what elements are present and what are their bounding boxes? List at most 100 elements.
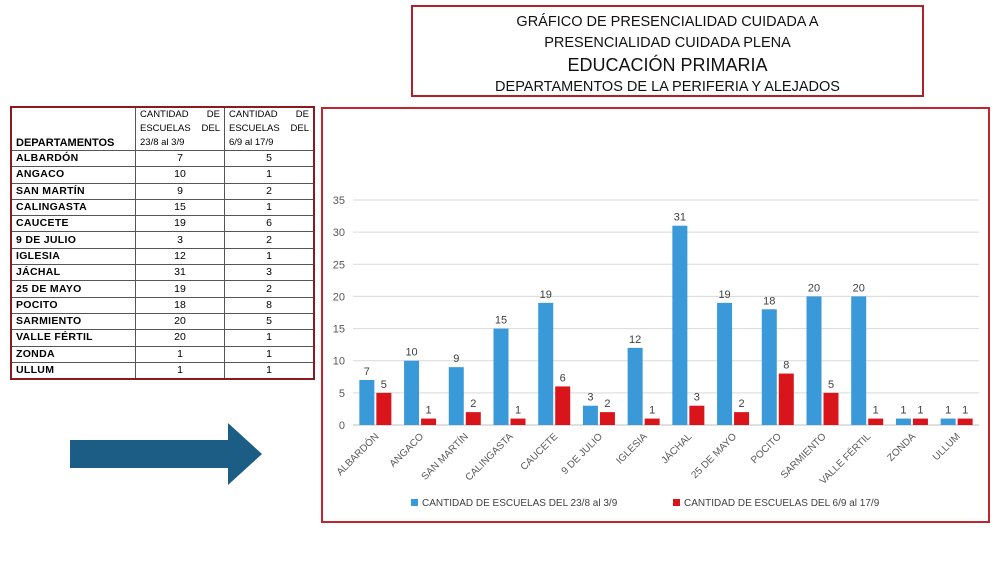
data-label: 1	[917, 405, 923, 417]
table-row: JÁCHAL 31 3	[10, 264, 315, 282]
dept-name-cell: ANGACO	[10, 166, 136, 184]
y-tick-label: 20	[333, 291, 345, 303]
x-tick-label: ZONDA	[886, 431, 919, 464]
period-a-cell: 12	[135, 247, 225, 266]
bar-period-a	[672, 225, 688, 425]
title-line-3: EDUCACIÓN PRIMARIA	[567, 55, 768, 75]
x-tick-label: IGLESIA	[614, 431, 650, 467]
table-row: POCITO 18 8	[10, 296, 315, 314]
bar-period-a	[851, 296, 867, 425]
bar-period-a	[404, 360, 420, 425]
x-tick-label: ULLUM	[931, 431, 963, 463]
table-row: SARMIENTO 20 5	[10, 312, 315, 331]
table-row: 25 DE MAYO 19 2	[10, 280, 315, 298]
dept-name-cell: SAN MARTÍN	[10, 182, 136, 200]
y-tick-label: 25	[333, 259, 345, 271]
data-label: 7	[364, 366, 370, 378]
period-a-cell: 9	[135, 182, 225, 200]
bar-period-a	[895, 418, 911, 425]
bar-period-b	[376, 392, 392, 425]
bar-period-a	[359, 380, 375, 425]
data-label: 2	[604, 398, 610, 410]
bar-period-b	[778, 373, 794, 425]
period-a-cell: 19	[135, 280, 225, 298]
data-label: 1	[873, 405, 879, 417]
table-row: ANGACO 10 1	[10, 166, 315, 184]
period-b-cell: 6	[224, 215, 315, 233]
chart-frame: 0 5 10 15 20 25 30 35 7 5 ALBARDÓN 10 1 ANGACO 9 2 SAN M…	[321, 107, 990, 523]
table-row: IGLESIA 12 1	[10, 247, 315, 266]
period-b-cell: 1	[224, 166, 315, 184]
bar-period-a	[627, 347, 643, 425]
x-tick-label: JÁCHAL	[658, 430, 695, 467]
y-tick-label: 0	[339, 420, 345, 432]
period-b-cell: 1	[224, 198, 315, 217]
data-label: 20	[808, 282, 820, 294]
data-label: 1	[962, 405, 968, 417]
x-tick-label: SAN MARTÍN	[418, 430, 471, 483]
header-period-b: CANTIDAD DE ESCUELAS DEL 6/9 al 17/9	[224, 106, 315, 151]
period-b-cell: 1	[224, 247, 315, 266]
dept-name-cell: VALLE FÉRTIL	[10, 329, 136, 347]
period-a-cell: 10	[135, 166, 225, 184]
bar-period-a	[761, 309, 777, 425]
bar-period-b	[912, 418, 928, 425]
data-label: 19	[718, 289, 730, 301]
right-arrow-icon	[70, 423, 262, 485]
period-a-cell: 3	[135, 231, 225, 249]
period-b-cell: 1	[224, 329, 315, 347]
x-tick-label: ALBARDÓN	[333, 430, 381, 478]
period-b-cell: 5	[224, 149, 315, 168]
period-b-cell: 2	[224, 182, 315, 200]
period-b-cell: 3	[224, 264, 315, 282]
period-a-cell: 18	[135, 296, 225, 314]
period-a-cell: 1	[135, 345, 225, 363]
bar-period-a	[538, 302, 554, 425]
bar-period-b	[555, 386, 571, 425]
data-label: 18	[763, 295, 775, 307]
data-label: 1	[649, 405, 655, 417]
x-tick-label: 25 DE MAYO	[689, 431, 739, 481]
bar-period-b	[465, 412, 481, 425]
data-label: 5	[828, 379, 834, 391]
period-b-cell: 1	[224, 361, 315, 380]
legend-swatch-period-b	[673, 499, 680, 506]
table-row: SAN MARTÍN 9 2	[10, 182, 315, 200]
dept-name-cell: ULLUM	[10, 361, 136, 380]
bar-period-a	[448, 367, 464, 425]
period-a-cell: 1	[135, 361, 225, 380]
bar-period-a	[582, 405, 598, 425]
data-label: 2	[739, 398, 745, 410]
title-line-1: GRÁFICO DE PRESENCIALIDAD CUIDADA A	[516, 14, 819, 30]
data-label: 9	[453, 353, 459, 365]
period-a-cell: 31	[135, 264, 225, 282]
legend-label-period-a: CANTIDAD DE ESCUELAS DEL 23/8 al 3/9	[422, 498, 618, 509]
period-a-cell: 15	[135, 198, 225, 217]
bar-period-b	[823, 392, 839, 425]
y-tick-label: 15	[333, 324, 345, 336]
title-line-4: DEPARTAMENTOS DE LA PERIFERIA Y ALEJADOS	[495, 79, 840, 95]
dept-name-cell: CAUCETE	[10, 215, 136, 233]
y-tick-label: 5	[339, 388, 345, 400]
header-period-a: CANTIDAD DE ESCUELAS DEL 23/8 al 3/9	[135, 106, 225, 151]
data-label: 6	[560, 372, 566, 384]
data-label: 19	[540, 289, 552, 301]
x-tick-label: CALINGASTA	[464, 431, 516, 483]
dept-name-cell: ZONDA	[10, 345, 136, 363]
header-departamentos: DEPARTAMENTOS	[10, 106, 136, 151]
bar-period-b	[957, 418, 973, 425]
y-tick-label: 10	[333, 356, 345, 368]
period-b-cell: 1	[224, 345, 315, 363]
table-row: ULLUM 1 1	[10, 361, 315, 380]
bar-period-a	[806, 296, 822, 425]
y-tick-label: 30	[333, 227, 345, 239]
data-label: 12	[629, 334, 641, 346]
table-row: CALINGASTA 15 1	[10, 198, 315, 217]
dept-name-cell: 25 DE MAYO	[10, 280, 136, 298]
bar-period-a	[493, 328, 509, 425]
table-row: 9 DE JULIO 3 2	[10, 231, 315, 249]
bar-period-b	[734, 412, 750, 425]
data-label: 15	[495, 315, 507, 327]
bar-period-a	[717, 302, 733, 425]
data-label: 1	[515, 405, 521, 417]
